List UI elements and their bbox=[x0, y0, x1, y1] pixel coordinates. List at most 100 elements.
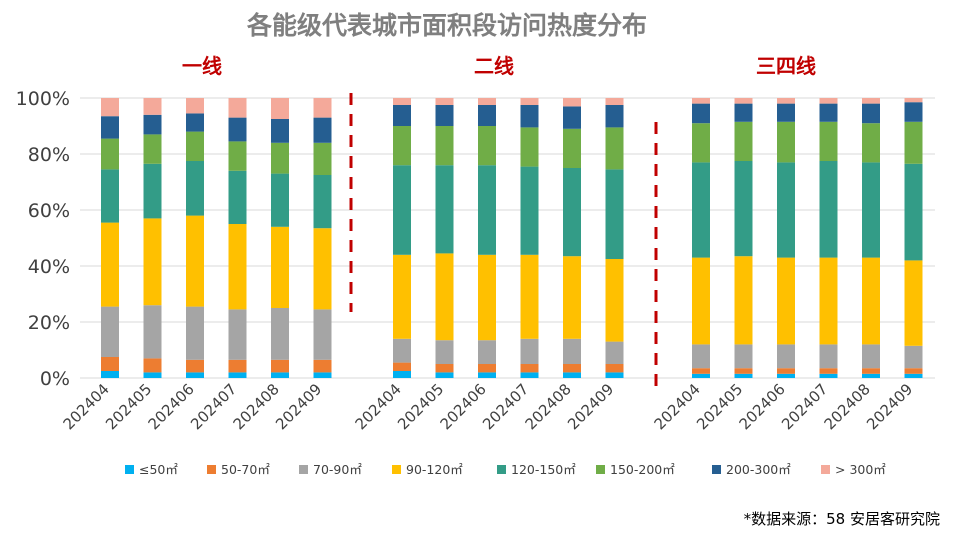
bar-segment bbox=[228, 98, 247, 118]
bar-stack bbox=[186, 98, 204, 378]
bar-segment bbox=[393, 338, 411, 363]
bar-segment bbox=[101, 357, 119, 371]
bar-stack bbox=[313, 98, 332, 378]
legend-label: 90-120㎡ bbox=[406, 462, 463, 477]
bar-stack bbox=[101, 98, 119, 378]
legend-item: 50-70㎡ bbox=[207, 462, 270, 477]
bar-stack bbox=[520, 98, 539, 378]
bar-segment bbox=[271, 226, 289, 308]
bar-segment bbox=[605, 127, 624, 170]
bar-segment bbox=[313, 175, 332, 229]
bar-segment bbox=[819, 344, 838, 369]
legend: ≤50㎡ 50-70㎡ 70-90㎡ 90-120㎡ 120-150㎡ 150-200㎡ 2… bbox=[125, 462, 886, 477]
bar-segment bbox=[143, 134, 162, 164]
bar-segment bbox=[186, 113, 204, 132]
bar-segment bbox=[777, 162, 795, 258]
bar-stack bbox=[734, 98, 753, 378]
legend-item: 70-90㎡ bbox=[299, 462, 362, 477]
bar-segment bbox=[904, 345, 923, 369]
bar-segment bbox=[143, 114, 162, 135]
bar-segment bbox=[435, 364, 454, 373]
bar-segment bbox=[605, 169, 624, 259]
bar-segment bbox=[393, 105, 411, 126]
bar-stack bbox=[228, 98, 247, 378]
y-tick-label: 0% bbox=[40, 368, 70, 390]
bar-segment bbox=[904, 121, 923, 164]
bar-segment bbox=[734, 373, 753, 378]
bar-segment bbox=[777, 103, 795, 122]
bar-segment bbox=[186, 131, 204, 161]
bar-segment bbox=[605, 364, 624, 373]
bar-segment bbox=[777, 373, 795, 378]
y-tick-label: 40% bbox=[28, 256, 70, 278]
bar-segment bbox=[520, 338, 539, 364]
bar-segment bbox=[435, 340, 454, 364]
bar-segment bbox=[271, 173, 289, 227]
bar-segment bbox=[862, 98, 880, 104]
bar-segment bbox=[777, 98, 795, 104]
bar-segment bbox=[734, 161, 753, 257]
bar-segment bbox=[228, 224, 247, 310]
y-tick-label: 100% bbox=[16, 88, 70, 110]
x-tick-label: 202405 bbox=[693, 380, 746, 433]
x-tick-label: 202407 bbox=[778, 380, 831, 433]
bar-segment bbox=[143, 163, 162, 219]
y-axis: 0% 20% 40% 60% 80% 100% bbox=[16, 88, 70, 390]
x-tick-label: 202409 bbox=[564, 380, 617, 433]
legend-swatch bbox=[497, 465, 506, 474]
bar-segment bbox=[819, 98, 838, 104]
bar-segment bbox=[228, 117, 247, 142]
bar-segment bbox=[186, 215, 204, 307]
bar-segment bbox=[819, 373, 838, 378]
legend-swatch bbox=[712, 465, 721, 474]
bar-segment bbox=[692, 162, 710, 258]
bar-segment bbox=[393, 165, 411, 255]
bar-segment bbox=[101, 306, 119, 357]
bar-segment bbox=[143, 372, 162, 378]
x-tick-label: 202406 bbox=[736, 380, 789, 433]
bar-segment bbox=[478, 372, 496, 378]
bar-segment bbox=[313, 98, 332, 118]
bar-segment bbox=[393, 371, 411, 378]
legend-label: 150-200㎡ bbox=[610, 462, 675, 477]
bar-segment bbox=[101, 169, 119, 223]
bar-segment bbox=[520, 364, 539, 373]
bar-segment bbox=[478, 340, 496, 364]
x-tick-label: 202404 bbox=[352, 380, 405, 433]
bar-segment bbox=[563, 98, 581, 107]
legend-swatch bbox=[596, 465, 605, 474]
bar-segment bbox=[862, 257, 880, 345]
bar-stack bbox=[563, 98, 581, 378]
legend-label: > 300㎡ bbox=[835, 462, 886, 477]
bar-segment bbox=[101, 371, 119, 378]
bar-segment bbox=[605, 372, 624, 378]
bar-segment bbox=[734, 98, 753, 104]
x-tick-label: 202409 bbox=[863, 380, 916, 433]
group-label: 二线 bbox=[474, 54, 514, 78]
bar-segment bbox=[435, 253, 454, 341]
bar-segment bbox=[313, 359, 332, 373]
bar-segment bbox=[563, 168, 581, 257]
bar-segment bbox=[904, 373, 923, 378]
bar-segment bbox=[862, 162, 880, 258]
group-dividers bbox=[349, 93, 658, 386]
bar-stack bbox=[862, 98, 880, 378]
bar-segment bbox=[777, 257, 795, 345]
bar-segment bbox=[862, 103, 880, 124]
bar-segment bbox=[313, 142, 332, 175]
bar-segment bbox=[393, 362, 411, 371]
bar-segment bbox=[520, 372, 539, 378]
bar-segment bbox=[862, 123, 880, 163]
x-tick-label: 202405 bbox=[394, 380, 447, 433]
legend-label: 50-70㎡ bbox=[221, 462, 270, 477]
bar-segment bbox=[563, 256, 581, 339]
bar-stack bbox=[478, 98, 496, 378]
bar-segment bbox=[313, 372, 332, 378]
bar-segment bbox=[692, 368, 710, 374]
bar-segment bbox=[520, 166, 539, 255]
bar-segment bbox=[101, 138, 119, 170]
bar-segment bbox=[904, 102, 923, 122]
legend-item: 150-200㎡ bbox=[596, 462, 675, 477]
bar-stack bbox=[435, 98, 454, 378]
